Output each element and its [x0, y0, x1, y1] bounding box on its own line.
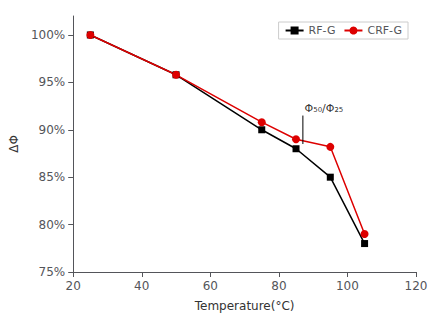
svg-text:100: 100 [336, 279, 359, 293]
svg-text:80: 80 [271, 279, 286, 293]
svg-text:ΔΦ: ΔΦ [7, 135, 21, 153]
svg-text:CRF-G: CRF-G [367, 24, 402, 37]
svg-text:85%: 85% [39, 170, 66, 184]
svg-text:95%: 95% [39, 75, 66, 89]
svg-text:75%: 75% [39, 265, 66, 279]
svg-text:40: 40 [134, 279, 149, 293]
svg-text:20: 20 [66, 279, 81, 293]
svg-text:80%: 80% [39, 218, 66, 232]
svg-text:90%: 90% [39, 123, 66, 137]
svg-text:60: 60 [203, 279, 218, 293]
svg-text:Temperature(°C): Temperature(°C) [194, 299, 295, 313]
svg-text:100%: 100% [31, 28, 65, 42]
svg-text:120: 120 [405, 279, 428, 293]
svg-text:Φ₅₀/Φ₂₅: Φ₅₀/Φ₂₅ [305, 102, 344, 115]
svg-text:RF-G: RF-G [309, 24, 336, 37]
